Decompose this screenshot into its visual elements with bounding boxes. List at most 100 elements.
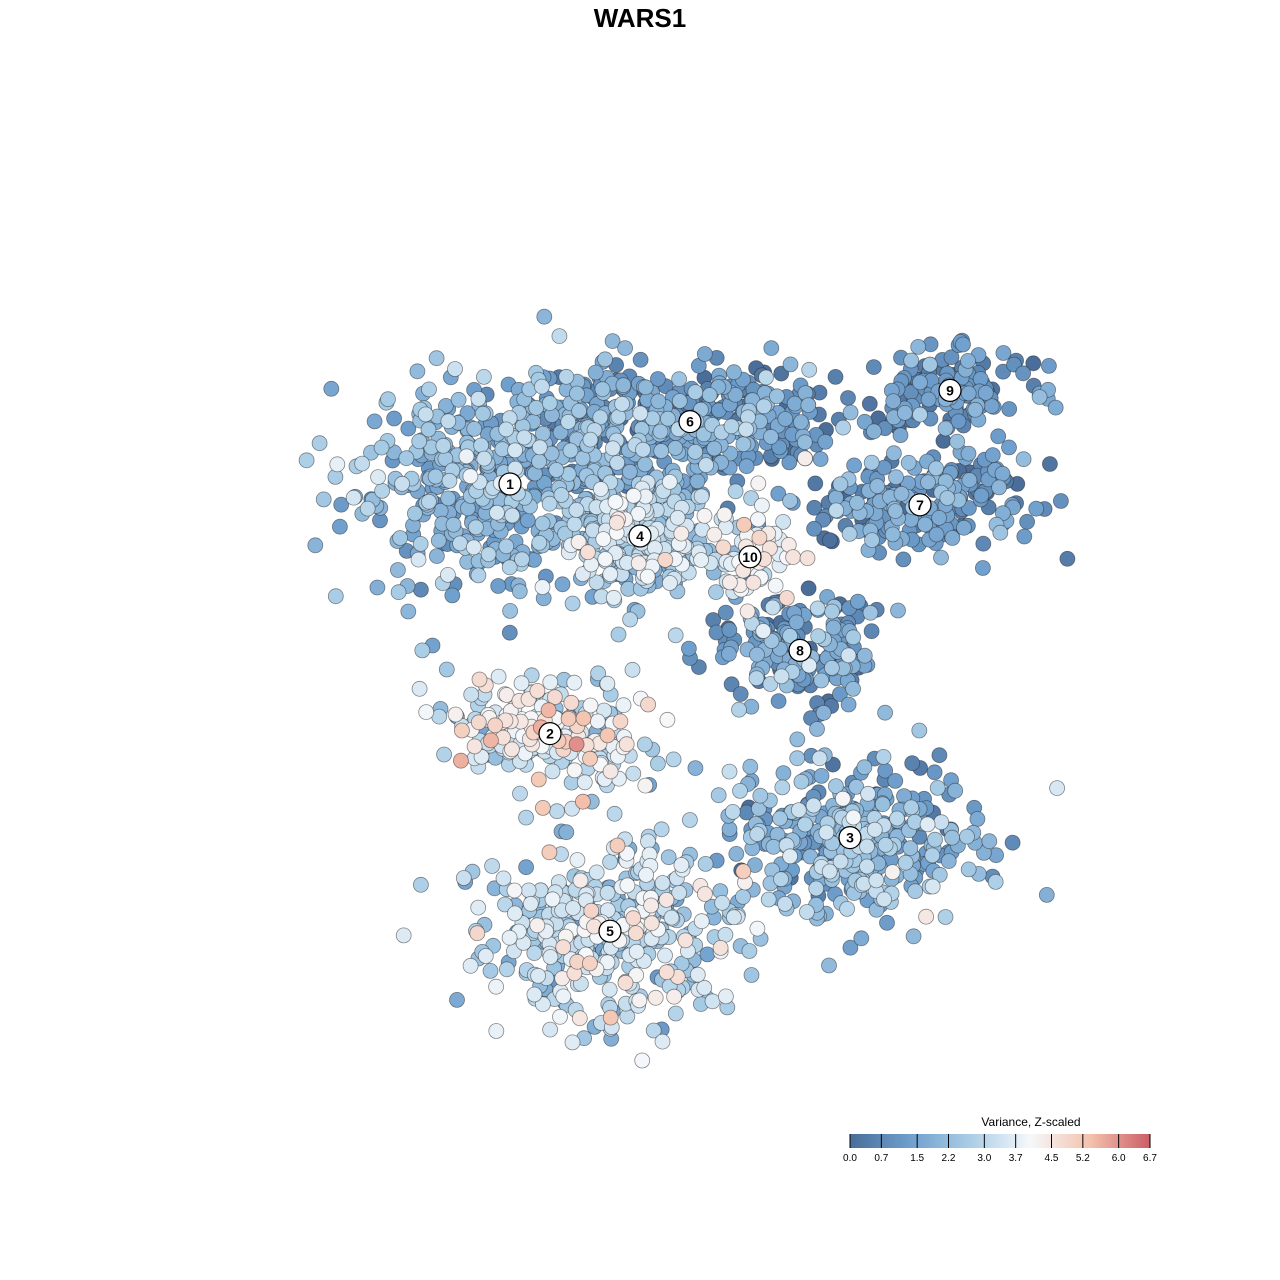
data-point (1001, 439, 1017, 456)
data-point (439, 567, 456, 583)
data-point (718, 988, 734, 1005)
data-point (749, 920, 766, 937)
data-point (903, 352, 920, 369)
data-point (701, 387, 718, 403)
data-point (706, 440, 723, 457)
data-point (790, 802, 807, 818)
data-point (628, 925, 644, 941)
data-point (806, 499, 823, 516)
cluster-label-text: 5 (606, 923, 614, 939)
legend-colorbar (850, 1134, 1150, 1148)
data-point (606, 805, 623, 822)
data-point (777, 411, 794, 427)
data-point (541, 395, 558, 412)
data-point (793, 773, 810, 790)
data-point (447, 706, 464, 723)
data-point (518, 809, 534, 826)
data-point (473, 437, 490, 454)
data-point (677, 932, 694, 949)
data-point (520, 882, 537, 899)
data-point (502, 603, 519, 619)
data-point (466, 420, 483, 437)
data-point (917, 516, 933, 533)
data-point (767, 577, 784, 594)
data-point (885, 393, 902, 410)
data-point (452, 752, 469, 769)
data-point (897, 854, 914, 871)
data-point (818, 824, 835, 841)
data-point (800, 580, 817, 597)
data-point (466, 738, 483, 755)
cluster-label-badge (498, 472, 522, 496)
data-point (552, 1008, 568, 1025)
data-point (589, 713, 606, 730)
data-point (628, 943, 645, 960)
data-point (660, 410, 676, 427)
data-point (412, 876, 429, 893)
data-point (863, 623, 880, 640)
data-point (801, 361, 818, 378)
data-point (661, 473, 678, 490)
data-point (887, 773, 904, 789)
data-point (735, 888, 751, 905)
data-point (463, 686, 480, 703)
data-point (374, 482, 391, 499)
data-point (410, 551, 427, 568)
data-point (462, 957, 479, 974)
data-point (772, 810, 788, 827)
data-point (889, 810, 905, 827)
data-point (323, 380, 340, 397)
data-point (650, 755, 666, 772)
data-point (566, 516, 583, 532)
data-point (554, 576, 571, 593)
data-point (534, 579, 551, 595)
data-point (640, 833, 656, 850)
data-point (643, 915, 660, 932)
data-point (821, 957, 837, 974)
data-point (400, 420, 417, 437)
data-point (653, 821, 670, 838)
cluster-label-text: 4 (636, 528, 644, 544)
data-point (498, 538, 515, 555)
data-point (866, 821, 883, 838)
data-point (832, 476, 849, 493)
data-point (1038, 887, 1055, 903)
data-point (708, 584, 724, 600)
data-point (489, 504, 505, 521)
data-point (922, 356, 938, 373)
data-point (722, 574, 738, 591)
data-point (896, 404, 913, 421)
data-point (738, 458, 755, 475)
cluster-label: 2 (538, 721, 562, 746)
data-point (731, 701, 747, 718)
data-point (528, 399, 545, 416)
legend-tick-label: 3.0 (977, 1153, 991, 1164)
data-point (789, 731, 806, 748)
data-point (488, 1023, 505, 1039)
data-point (665, 751, 682, 768)
data-point (617, 340, 633, 357)
data-point (877, 837, 894, 853)
data-point (864, 532, 880, 548)
data-point (607, 493, 624, 510)
data-point (663, 909, 680, 926)
data-point (681, 640, 697, 657)
data-point (480, 546, 497, 563)
data-point (825, 619, 842, 636)
data-point (569, 852, 586, 868)
data-point (506, 882, 523, 899)
data-point (565, 900, 581, 916)
data-point (599, 884, 616, 901)
data-point (359, 500, 376, 517)
data-point (763, 340, 780, 357)
data-point (927, 831, 943, 848)
data-point (682, 812, 698, 828)
data-point (503, 741, 520, 758)
data-point (704, 993, 721, 1010)
data-point (990, 428, 1007, 445)
data-point (612, 713, 629, 730)
data-point (435, 437, 452, 454)
data-point (632, 405, 649, 422)
data-point (933, 549, 949, 566)
data-point (696, 346, 713, 362)
